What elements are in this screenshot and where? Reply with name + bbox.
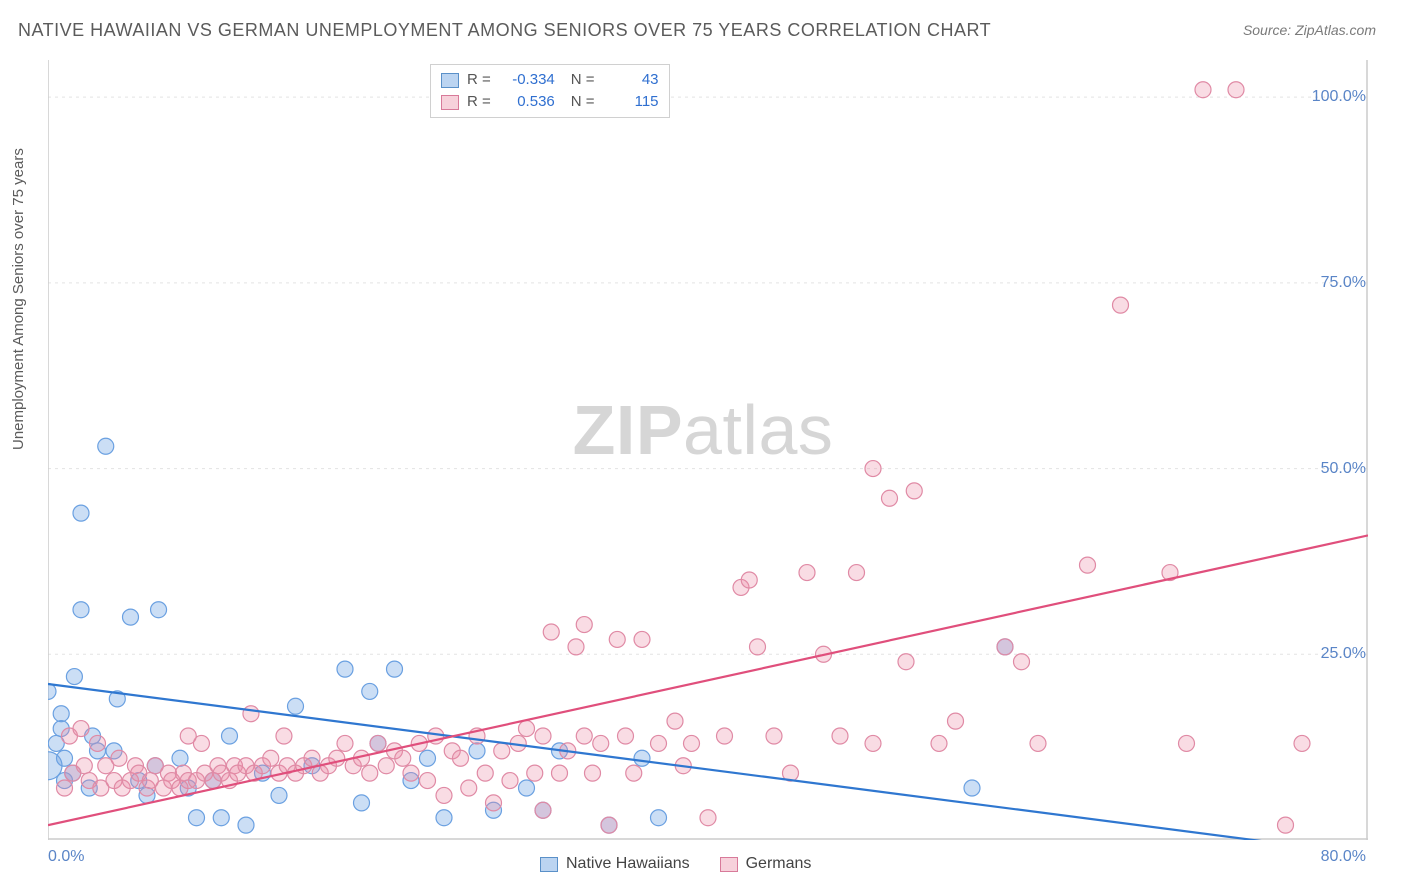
- r-label: R =: [467, 91, 491, 113]
- y-tick-label: 100.0%: [1312, 88, 1366, 106]
- correlation-legend: R = -0.334 N = 43 R = 0.536 N = 115: [430, 64, 670, 118]
- swatch-hawaiian-icon: [540, 857, 558, 872]
- r-label: R =: [467, 69, 491, 91]
- n-value-hawaiian: 43: [603, 69, 659, 91]
- scatter-plot-svg: [48, 60, 1368, 840]
- x-axis-max-label: 80.0%: [1321, 848, 1366, 866]
- y-tick-label: 25.0%: [1321, 645, 1366, 663]
- correlation-row-hawaiian: R = -0.334 N = 43: [441, 69, 659, 91]
- y-axis-label: Unemployment Among Seniors over 75 years: [10, 148, 27, 450]
- r-value-german: 0.536: [499, 91, 555, 113]
- n-label: N =: [571, 91, 595, 113]
- legend-label-hawaiian: Native Hawaiians: [566, 855, 690, 873]
- chart-title: NATIVE HAWAIIAN VS GERMAN UNEMPLOYMENT A…: [18, 20, 991, 41]
- chart-area: 25.0%50.0%75.0%100.0% 0.0% 80.0%: [48, 60, 1368, 840]
- swatch-hawaiian-icon: [441, 73, 459, 88]
- swatch-german-icon: [441, 95, 459, 110]
- legend-label-german: Germans: [746, 855, 812, 873]
- legend-item-hawaiian: Native Hawaiians: [540, 855, 690, 873]
- source-attribution: Source: ZipAtlas.com: [1243, 22, 1376, 38]
- n-value-german: 115: [603, 91, 659, 113]
- r-value-hawaiian: -0.334: [499, 69, 555, 91]
- x-axis-min-label: 0.0%: [48, 848, 84, 866]
- swatch-german-icon: [720, 857, 738, 872]
- y-tick-label: 75.0%: [1321, 274, 1366, 292]
- correlation-row-german: R = 0.536 N = 115: [441, 91, 659, 113]
- series-legend: Native Hawaiians Germans: [540, 855, 811, 873]
- n-label: N =: [571, 69, 595, 91]
- legend-item-german: Germans: [720, 855, 812, 873]
- y-tick-label: 50.0%: [1321, 460, 1366, 478]
